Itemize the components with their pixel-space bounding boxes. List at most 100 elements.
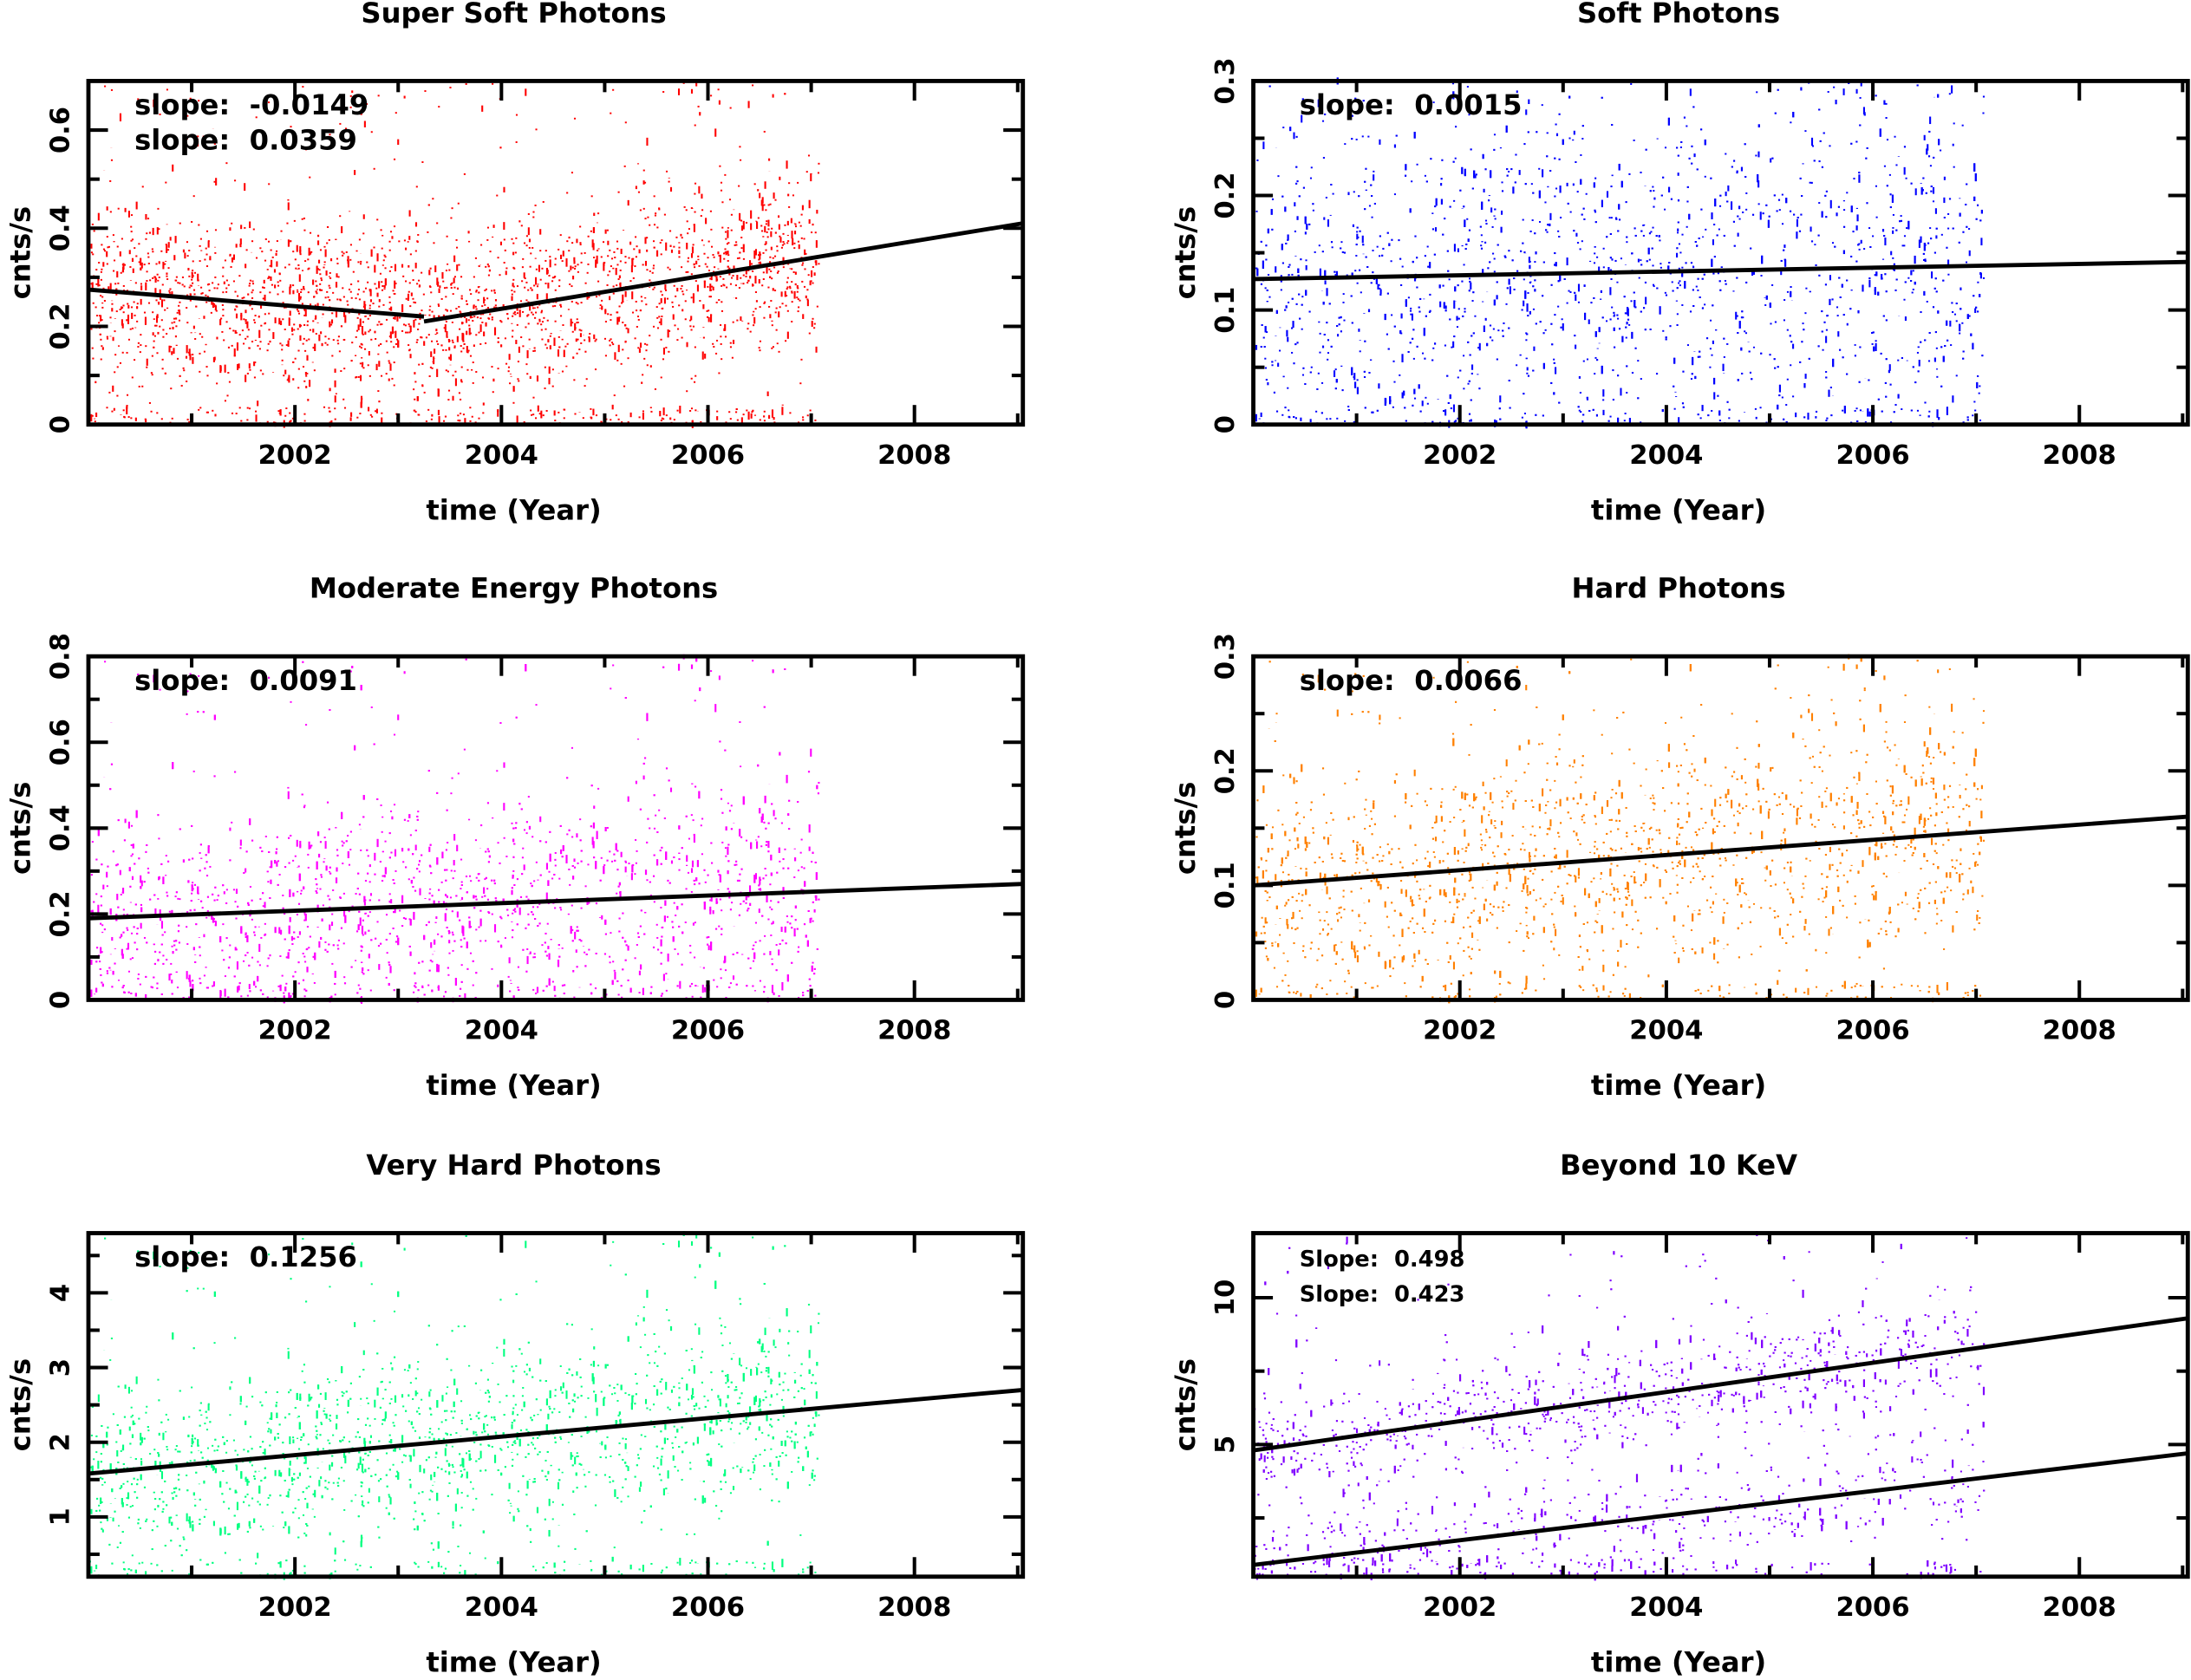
data-point	[603, 263, 605, 271]
data-point	[257, 400, 259, 407]
data-point	[376, 292, 379, 297]
data-point	[140, 283, 143, 285]
data-point	[421, 362, 424, 365]
data-point	[362, 232, 365, 235]
data-point	[1482, 269, 1484, 277]
data-point	[95, 269, 98, 271]
data-point	[261, 251, 264, 253]
data-point	[113, 270, 115, 272]
data-point	[1407, 350, 1410, 353]
data-point	[612, 267, 615, 270]
data-point	[1757, 180, 1760, 188]
data-point	[1538, 221, 1542, 223]
data-point	[297, 368, 300, 370]
data-point	[681, 284, 683, 287]
data-point	[257, 344, 259, 347]
data-point	[1837, 331, 1840, 337]
data-point	[467, 319, 470, 322]
data-point	[193, 271, 197, 274]
data-point	[1301, 296, 1304, 298]
data-point	[740, 225, 744, 231]
data-point	[1868, 379, 1870, 381]
data-point	[288, 264, 290, 266]
data-point	[1430, 158, 1432, 160]
data-point	[189, 97, 192, 102]
data-point	[539, 250, 542, 252]
data-point	[235, 305, 238, 308]
data-point	[763, 130, 766, 133]
data-point	[1959, 332, 1961, 335]
data-point	[1360, 291, 1362, 294]
data-point	[706, 265, 708, 268]
data-point	[1777, 366, 1779, 368]
data-point	[698, 186, 701, 194]
data-point	[597, 212, 600, 215]
data-point	[1609, 318, 1612, 321]
data-point	[1947, 227, 1950, 230]
data-point	[1695, 285, 1698, 288]
data-point	[1585, 192, 1588, 195]
data-point	[768, 414, 771, 420]
data-point	[727, 230, 729, 238]
data-point	[276, 261, 278, 267]
data-point	[1262, 141, 1265, 150]
data-point	[576, 318, 578, 321]
data-point	[559, 303, 562, 306]
data-point	[1673, 385, 1675, 387]
data-point	[1594, 177, 1597, 179]
data-point	[126, 406, 128, 414]
data-point	[106, 263, 108, 265]
data-point	[381, 417, 383, 423]
data-point	[414, 302, 417, 304]
data-point	[1930, 238, 1933, 240]
data-point	[607, 255, 610, 257]
data-point	[766, 391, 769, 397]
data-point	[1842, 200, 1845, 202]
data-point	[1281, 262, 1284, 264]
data-point	[472, 361, 474, 364]
data-point	[525, 363, 528, 366]
data-point	[652, 264, 655, 267]
data-point	[1917, 346, 1920, 348]
data-point	[408, 210, 411, 217]
data-point	[1726, 200, 1729, 203]
data-point	[127, 303, 129, 305]
data-point	[511, 293, 513, 296]
data-point	[253, 361, 256, 367]
data-point	[540, 311, 543, 314]
data-point	[319, 283, 322, 285]
data-point	[375, 363, 378, 371]
data-point	[1602, 266, 1605, 269]
data-point	[1924, 401, 1927, 404]
data-point	[171, 322, 173, 324]
data-point	[720, 335, 722, 338]
data-point	[1553, 392, 1555, 395]
data-point	[1493, 215, 1496, 217]
data-point	[672, 305, 675, 308]
data-point	[793, 247, 796, 250]
data-point	[198, 224, 200, 226]
data-point	[1411, 180, 1413, 183]
data-point	[455, 308, 458, 309]
data-point	[734, 244, 736, 246]
data-point	[499, 274, 501, 277]
data-point	[486, 307, 490, 309]
data-point	[403, 95, 406, 99]
data-point	[757, 254, 760, 257]
data-point	[1549, 223, 1551, 226]
data-point	[1620, 257, 1622, 260]
data-point	[1304, 231, 1307, 235]
data-point	[1740, 316, 1744, 319]
data-point	[319, 273, 322, 276]
data-point	[609, 339, 611, 342]
data-point	[1962, 231, 1965, 233]
data-point	[1933, 156, 1935, 159]
data-point	[1508, 250, 1510, 252]
data-point	[686, 342, 688, 348]
data-point	[1309, 419, 1312, 423]
data-point	[234, 179, 237, 182]
data-point	[1920, 187, 1923, 195]
data-point	[206, 296, 209, 298]
data-point	[1493, 148, 1496, 151]
data-point	[453, 347, 456, 348]
